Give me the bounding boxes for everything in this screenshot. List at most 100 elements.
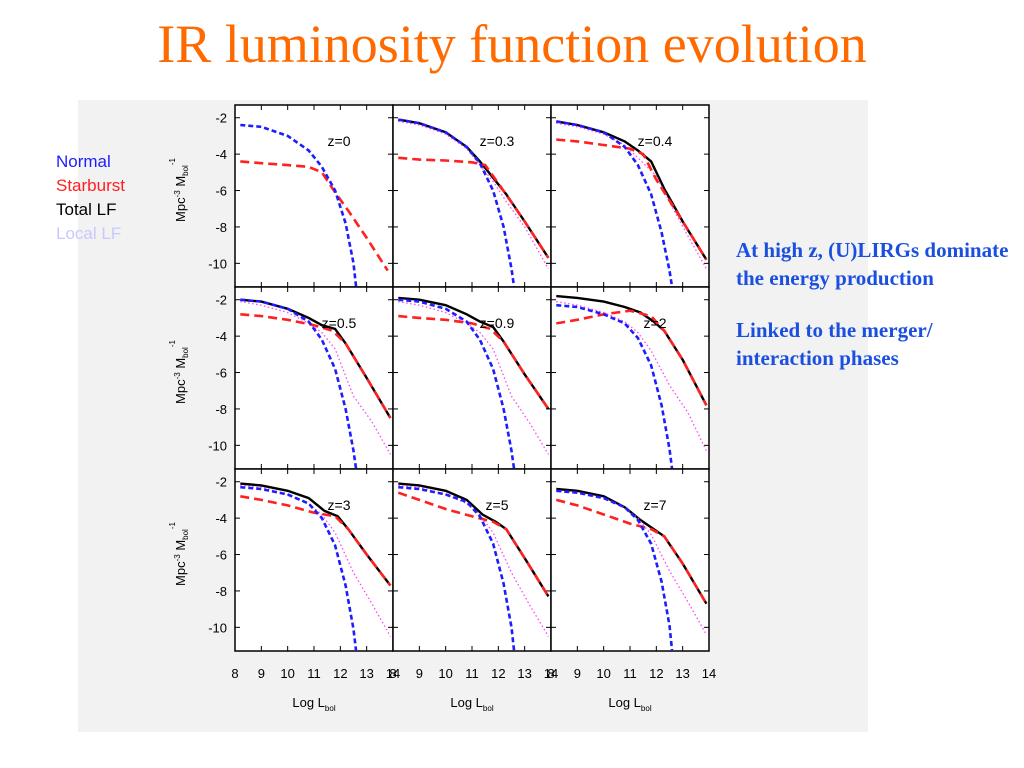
y-tick-label: -8	[215, 220, 227, 235]
local-series-line	[556, 300, 707, 452]
x-tick-label: 8	[231, 666, 238, 681]
x-tick-label: 9	[416, 666, 423, 681]
x-tick-label: 8	[547, 666, 554, 681]
panel-frame	[550, 104, 710, 288]
x-tick-label: 8	[389, 666, 396, 681]
y-axis-label-part: bol	[181, 347, 190, 358]
normal-series-line	[398, 118, 516, 287]
side-text-line-2: Linked to the merger/ interaction phases	[736, 318, 933, 370]
y-axis-label-part: M	[173, 540, 188, 554]
local-series-line	[240, 484, 391, 637]
y-axis-label-part: -1	[168, 521, 177, 529]
normal-series-line	[556, 489, 674, 651]
panel-label: z=5	[486, 497, 509, 513]
y-axis-label-part: M	[173, 176, 188, 190]
y-tick-label: -10	[208, 256, 227, 271]
side-text-line-1: At high z, (U)LIRGs dominate the energy …	[736, 238, 1009, 290]
x-tick-label: 14	[386, 666, 400, 681]
slide-title: IR luminosity function evolution	[157, 14, 867, 74]
normal-series-line	[556, 120, 674, 287]
legend-total-lf: Total LF	[56, 200, 117, 219]
x-tick-label: 12	[333, 666, 347, 681]
local-series-line	[398, 300, 549, 455]
y-tick-label: -8	[215, 584, 227, 599]
x-tick-label: 14	[702, 666, 716, 681]
y-tick-label: -10	[208, 438, 227, 453]
panel-label: z=2	[644, 315, 667, 331]
legend-local-lf: Local LF	[56, 224, 122, 243]
panel-z-0-3: z=0.3	[392, 104, 552, 288]
starburst-series-line	[398, 314, 550, 410]
y-tick-label: -6	[215, 366, 227, 381]
total-series-line	[240, 298, 392, 419]
y-axis-label-part: Mpc	[173, 197, 188, 222]
x-axis-label-sub: bol	[641, 704, 652, 713]
panel-frame	[234, 104, 394, 288]
y-axis-label-part: Mpc	[173, 379, 188, 404]
y-axis-label-part: M	[173, 358, 188, 372]
legend: Normal Starburst Total LF Local LF	[56, 150, 125, 246]
x-tick-label: 13	[517, 666, 531, 681]
x-tick-label: 13	[675, 666, 689, 681]
x-tick-label: 12	[491, 666, 505, 681]
x-tick-label: 9	[258, 666, 265, 681]
y-axis-label-part: -1	[168, 157, 177, 165]
total-series-line	[398, 296, 550, 410]
panel-label: z=0.4	[638, 133, 673, 149]
panel-label: z=0.3	[480, 133, 515, 149]
y-tick-label: -6	[215, 184, 227, 199]
panel-label: z=7	[644, 497, 667, 513]
x-axis-label: Log Lbol	[292, 695, 335, 713]
local-series-line	[240, 300, 391, 455]
y-tick-label: -2	[215, 475, 227, 490]
panel-frame	[392, 104, 552, 288]
x-tick-label: 14	[544, 666, 558, 681]
x-axis-label-sub: bol	[483, 704, 494, 713]
panel-z-0: z=0 -2 -4 -6 -8 -10 Mpc-3 Mbol -1	[168, 104, 394, 288]
y-tick-label: -4	[215, 511, 227, 526]
x-tick-label: 9	[574, 666, 581, 681]
panel-frame	[550, 286, 710, 470]
legend-normal: Normal	[56, 152, 111, 171]
y-tick-label: -4	[215, 329, 227, 344]
panel-frame	[392, 468, 552, 652]
panel-label: z=0.5	[322, 315, 357, 331]
starburst-series-line	[556, 309, 708, 406]
x-tick-label: 12	[649, 666, 663, 681]
panel-z-7: z=7 8 9 10 11 12 13 14 Log Lbol	[547, 468, 716, 713]
panel-z-5: z=5 8 9 10 11 12 13 14 Log Lbol	[389, 468, 558, 713]
x-axis-label-main: Log L	[292, 695, 325, 710]
y-tick-label: -2	[215, 293, 227, 308]
panel-z-3: z=3 -2 -4 -6 -8 -10 Mpc-3 Mbol -1 8 9 10 11 12 13 14 Lo…	[168, 468, 400, 713]
starburst-series-line	[240, 313, 392, 419]
starburst-series-line	[398, 156, 550, 259]
total-series-line	[398, 482, 550, 598]
starburst-series-line	[397, 491, 550, 598]
y-tick-label: -10	[208, 620, 227, 635]
x-axis-label: Log Lbol	[450, 695, 493, 713]
x-tick-label: 10	[596, 666, 610, 681]
panel-frame	[234, 286, 394, 470]
total-series-line	[240, 482, 392, 587]
legend-starburst: Starburst	[56, 176, 125, 195]
panel-label: z=3	[328, 497, 351, 513]
panel-z-0-5: z=0.5 -2 -4 -6 -8 -10 Mpc-3 Mbol -1	[168, 286, 394, 470]
panel-frame	[550, 468, 710, 652]
y-tick-label: -4	[215, 147, 227, 162]
panel-z-0-4: z=0.4	[550, 104, 710, 288]
starburst-series-line	[240, 495, 392, 587]
starburst-series-line	[240, 160, 389, 272]
y-tick-label: -2	[215, 111, 227, 126]
y-axis-label-part: -3	[173, 554, 182, 562]
y-axis-label-part: bol	[181, 165, 190, 176]
x-axis-label-sub: bol	[325, 704, 336, 713]
x-axis-label-main: Log L	[450, 695, 483, 710]
normal-series-line	[398, 485, 516, 651]
starburst-series-line	[556, 138, 708, 261]
x-tick-label: 13	[359, 666, 373, 681]
y-tick-label: -8	[215, 402, 227, 417]
normal-series-line	[240, 485, 358, 651]
panel-z-2: z=2	[550, 286, 710, 470]
x-tick-label: 11	[623, 666, 637, 681]
y-axis-label-part: -3	[173, 190, 182, 198]
